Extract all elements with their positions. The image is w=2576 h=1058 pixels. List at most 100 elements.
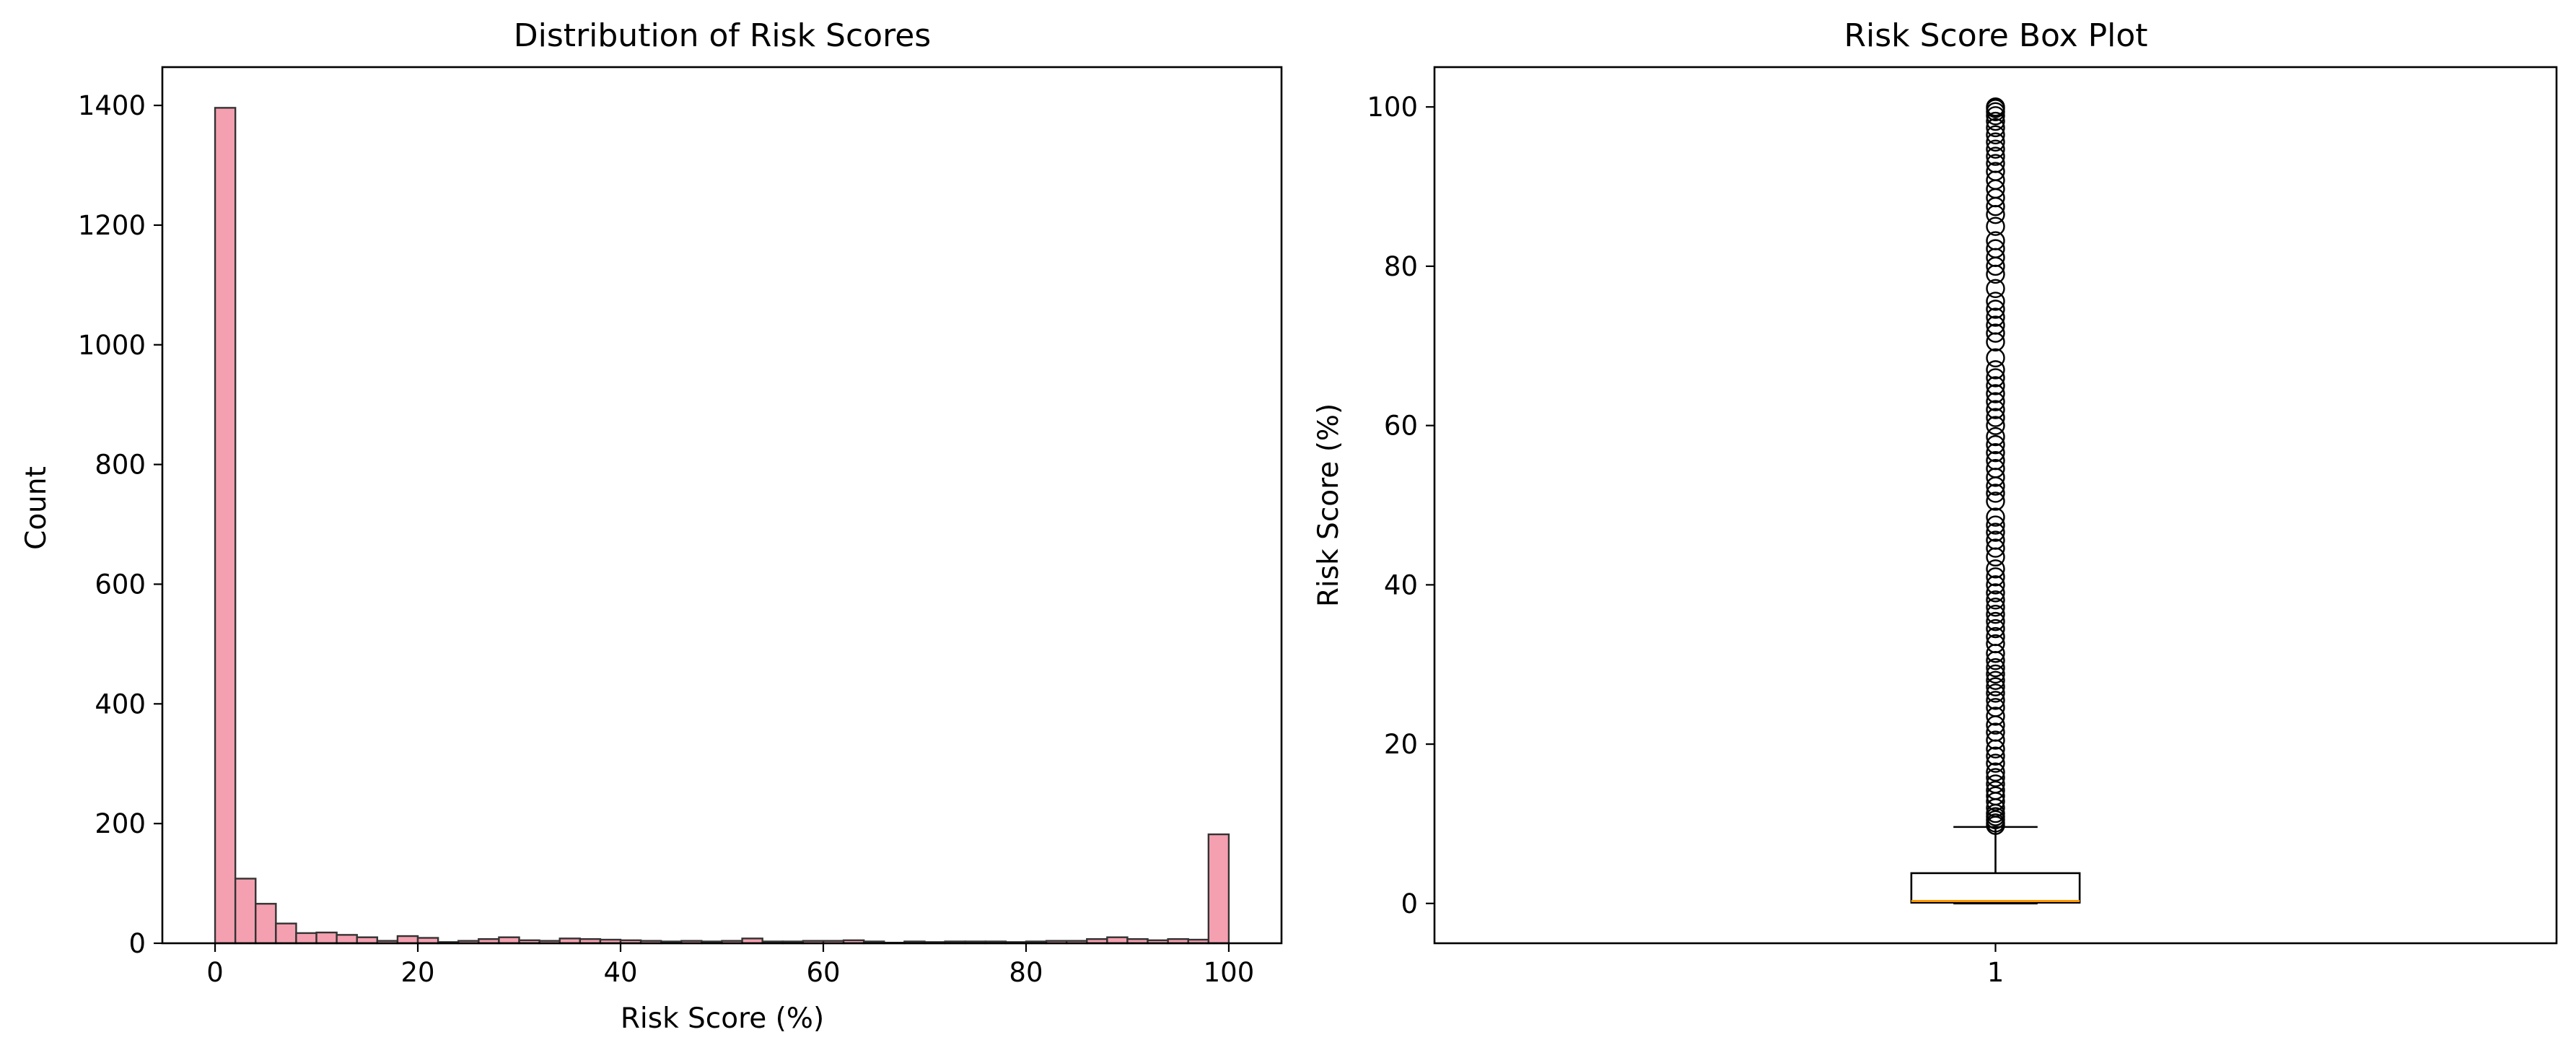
outlier-point <box>1986 683 2005 703</box>
outlier-point <box>1986 392 2005 411</box>
outlier-point <box>1986 442 2005 463</box>
y-tick-label: 100 <box>1367 92 1418 123</box>
boxplot-x-ticks: 1 <box>1987 943 2005 988</box>
y-tick-label: 1000 <box>78 330 146 361</box>
x-tick-label: 1 <box>1987 957 2005 988</box>
histogram-bar <box>295 932 317 945</box>
y-tick-label: 200 <box>95 808 146 839</box>
boxplot-y-axis-label: Risk Score (%) <box>1313 403 1345 607</box>
histogram-bar <box>255 903 277 945</box>
outlier-point <box>1986 507 2005 527</box>
outlier-point <box>1986 523 2005 542</box>
y-tick-label: 1200 <box>78 210 146 241</box>
histogram-bar <box>396 935 419 945</box>
outlier-point <box>1986 691 2005 710</box>
outlier-point <box>1986 416 2005 435</box>
outlier-point <box>1986 315 2005 335</box>
histogram-bar <box>1207 833 1230 945</box>
x-tick-label: 100 <box>1204 957 1255 988</box>
histogram-bar <box>275 922 297 945</box>
histogram-panel: Distribution of Risk Scores Risk Score (… <box>20 17 1283 1035</box>
outlier-point <box>1986 132 2005 152</box>
outlier-point <box>1986 239 2005 258</box>
y-tick-label: 0 <box>128 928 146 959</box>
histogram-y-ticks: 0 200 400 600 800 1000 1200 1400 <box>78 90 162 959</box>
x-tick-label: 40 <box>603 957 637 988</box>
x-tick-label: 60 <box>806 957 840 988</box>
outlier-point <box>1986 604 2005 624</box>
histogram-bar <box>214 107 237 945</box>
outlier-point <box>1986 348 2005 368</box>
outlier-point <box>1986 559 2005 579</box>
x-tick-label: 80 <box>1009 957 1043 988</box>
outlier-point <box>1986 746 2005 766</box>
outlier-point <box>1986 459 2005 478</box>
x-tick-label: 0 <box>206 957 224 988</box>
outlier-point <box>1986 162 2005 181</box>
boxplot-box <box>1910 826 2081 905</box>
outlier-point <box>1986 491 2005 511</box>
outlier-point <box>1986 677 2005 696</box>
outlier-point <box>1986 376 2005 395</box>
histogram-title: Distribution of Risk Scores <box>514 17 931 54</box>
y-tick-label: 1400 <box>78 90 146 121</box>
outlier-point <box>1986 590 2005 610</box>
histogram-bar <box>336 934 358 945</box>
histogram-y-axis-label: Count <box>20 466 53 550</box>
outlier-point <box>1986 97 2005 117</box>
outlier-point <box>1986 538 2005 558</box>
outlier-point <box>1986 698 2005 717</box>
boxplot-outliers <box>1986 97 2005 835</box>
outlier-point <box>1986 484 2005 503</box>
outlier-point <box>1986 786 2005 806</box>
outlier-point <box>1986 762 2005 782</box>
outlier-point <box>1986 111 2005 131</box>
outlier-point <box>1986 384 2005 403</box>
outlier-point <box>1986 154 2005 173</box>
outlier-point <box>1986 768 2005 787</box>
interquartile-box <box>1910 872 2081 904</box>
outlier-point <box>1986 231 2005 250</box>
outlier-point <box>1986 434 2005 455</box>
y-tick-label: 800 <box>95 450 146 481</box>
outlier-point <box>1986 427 2005 447</box>
boxplot-y-ticks: 0 20 40 60 80 100 <box>1367 92 1434 919</box>
outlier-point <box>1986 722 2005 742</box>
outlier-point <box>1986 618 2005 639</box>
outlier-point <box>1986 753 2005 773</box>
histogram-x-axis-label: Risk Score (%) <box>621 1002 824 1035</box>
outlier-point <box>1986 575 2005 595</box>
outlier-point <box>1986 598 2005 617</box>
outlier-point <box>1986 450 2005 471</box>
y-tick-label: 60 <box>1384 411 1418 442</box>
boxplot-axes-frame <box>1433 66 2558 945</box>
histogram-bar <box>234 878 257 945</box>
outlier-point <box>1986 567 2005 587</box>
outlier-point <box>1986 515 2005 535</box>
outlier-point <box>1986 368 2005 388</box>
outlier-point <box>1986 106 2005 126</box>
outlier-point <box>1986 774 2005 794</box>
outlier-point <box>1986 626 2005 647</box>
histogram-bar <box>315 931 338 945</box>
outlier-point <box>1986 530 2005 550</box>
outlier-point <box>1986 307 2005 327</box>
outlier-point <box>1986 300 2005 319</box>
outlier-point <box>1986 707 2005 726</box>
outlier-point <box>1986 400 2005 419</box>
outlier-point <box>1986 360 2005 380</box>
outlier-point <box>1986 657 2005 678</box>
x-tick-label: 20 <box>400 957 434 988</box>
outlier-point <box>1986 323 2005 343</box>
outlier-point <box>1986 147 2005 166</box>
outlier-point <box>1986 118 2005 138</box>
histogram-bars <box>214 107 1230 945</box>
outlier-point <box>1986 670 2005 690</box>
outlier-point <box>1986 730 2005 750</box>
outlier-point <box>1986 125 2005 145</box>
outlier-point <box>1986 217 2005 236</box>
boxplot-title: Risk Score Box Plot <box>1844 17 2147 54</box>
outlier-point <box>1986 611 2005 631</box>
y-tick-label: 40 <box>1384 569 1418 600</box>
